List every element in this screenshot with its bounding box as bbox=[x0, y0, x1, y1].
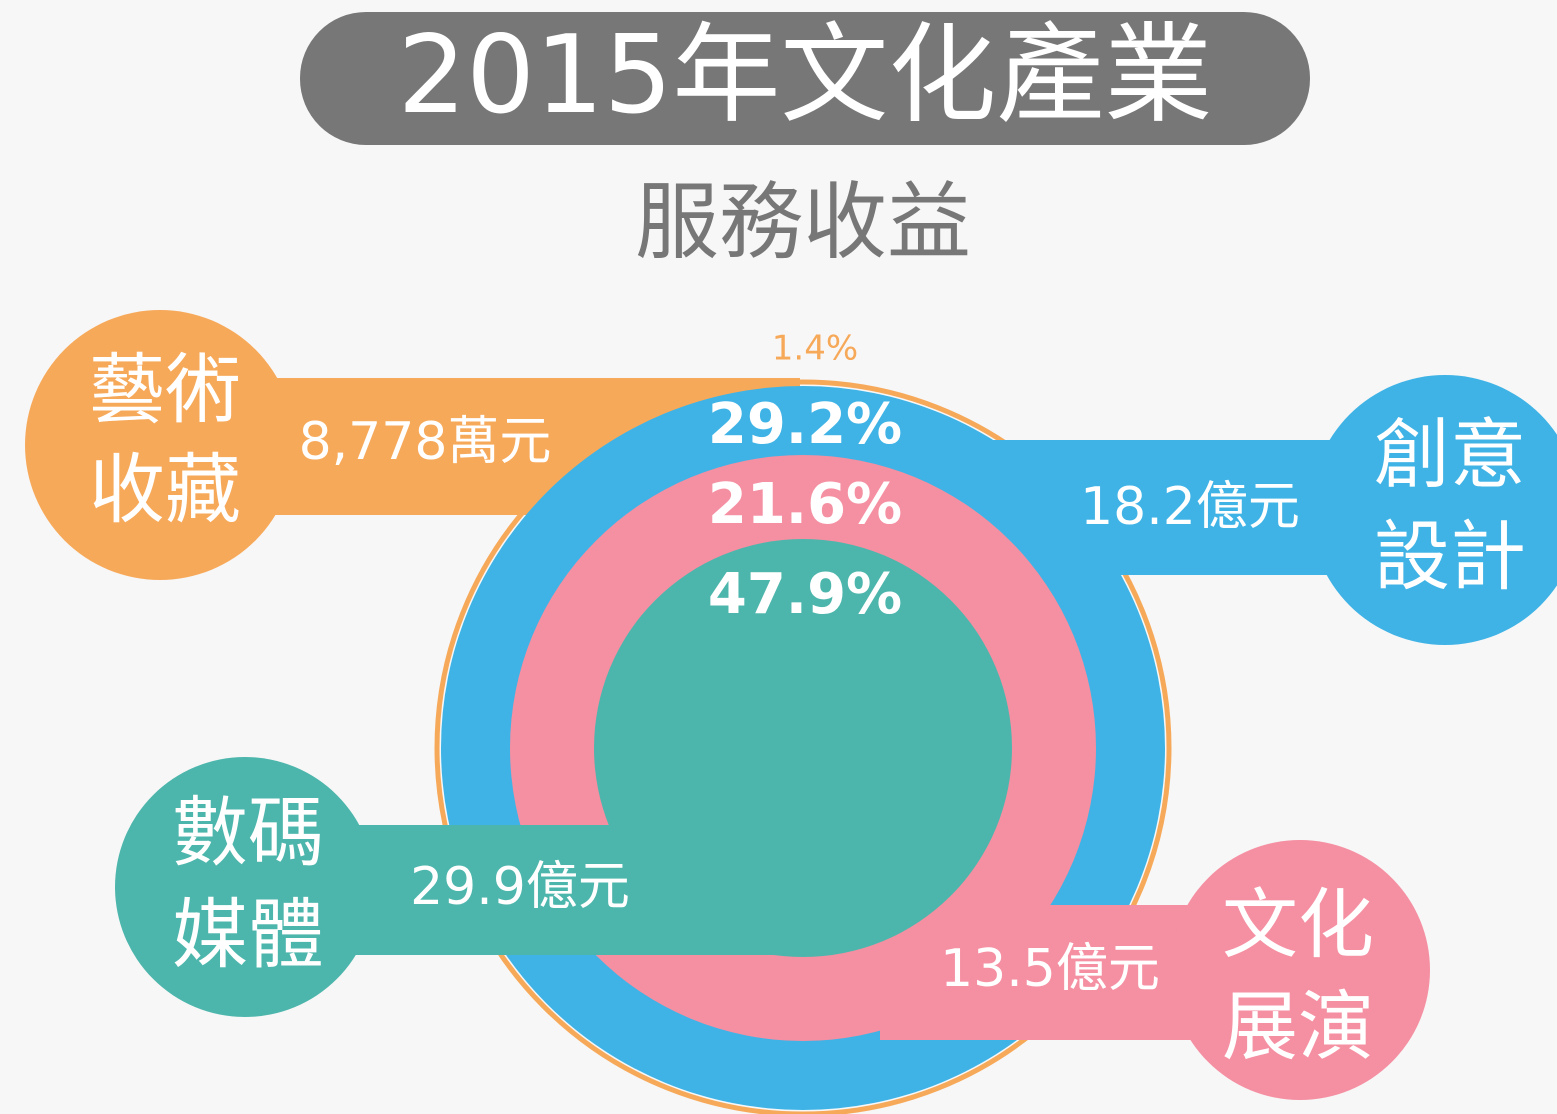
label: 收藏 bbox=[89, 445, 241, 534]
label: 數碼 bbox=[172, 788, 324, 877]
percent: 47.9% bbox=[708, 562, 902, 627]
amount: 8,778萬元 bbox=[299, 412, 552, 472]
label: 創意 bbox=[1374, 410, 1526, 499]
percent: 1.4% bbox=[772, 329, 858, 369]
bar-teal bbox=[245, 825, 840, 955]
percent: 29.2% bbox=[708, 392, 902, 457]
title: 2015年文化產業 bbox=[398, 13, 1213, 138]
circle-teal bbox=[115, 757, 375, 1017]
title-pill bbox=[300, 12, 1310, 145]
percent: 21.6% bbox=[708, 472, 902, 537]
label: 設計 bbox=[1374, 512, 1526, 601]
label: 文化 bbox=[1222, 880, 1374, 969]
ring-orange bbox=[434, 379, 1172, 1114]
amount: 13.5億元 bbox=[940, 939, 1160, 999]
label: 藝術 bbox=[89, 345, 241, 434]
subtitle: 服務收益 bbox=[635, 173, 971, 271]
circle-pink bbox=[1170, 840, 1430, 1100]
circle-orange bbox=[25, 310, 295, 580]
amount: 29.9億元 bbox=[410, 857, 630, 917]
label: 媒體 bbox=[172, 890, 324, 979]
amount: 18.2億元 bbox=[1080, 477, 1300, 537]
circle-blue bbox=[1310, 375, 1557, 645]
label: 展演 bbox=[1222, 982, 1374, 1071]
